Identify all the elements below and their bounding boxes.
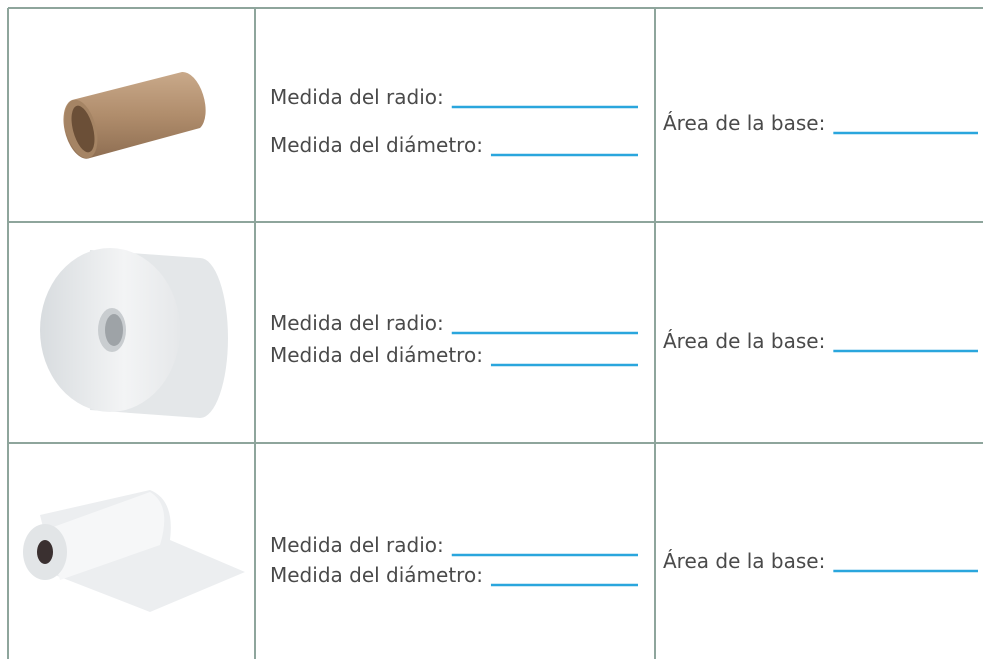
table-grid (7, 7, 983, 659)
text-cells: Medida del radio: Medida del diámetro: Áre… (270, 85, 978, 587)
cardboard-tube-image (63, 71, 206, 159)
diameter-label: Medida del diámetro: (270, 133, 483, 157)
toilet-paper-roll-image (40, 248, 228, 418)
radius-label: Medida del radio: (270, 533, 444, 557)
radius-label: Medida del radio: (270, 311, 444, 335)
radius-label: Medida del radio: (270, 85, 444, 109)
area-label: Área de la base: (663, 111, 825, 135)
diameter-label: Medida del diámetro: (270, 343, 483, 367)
paper-towel-roll-image (23, 490, 245, 612)
area-label: Área de la base: (663, 549, 825, 573)
area-label: Área de la base: (663, 329, 825, 353)
diameter-label: Medida del diámetro: (270, 563, 483, 587)
